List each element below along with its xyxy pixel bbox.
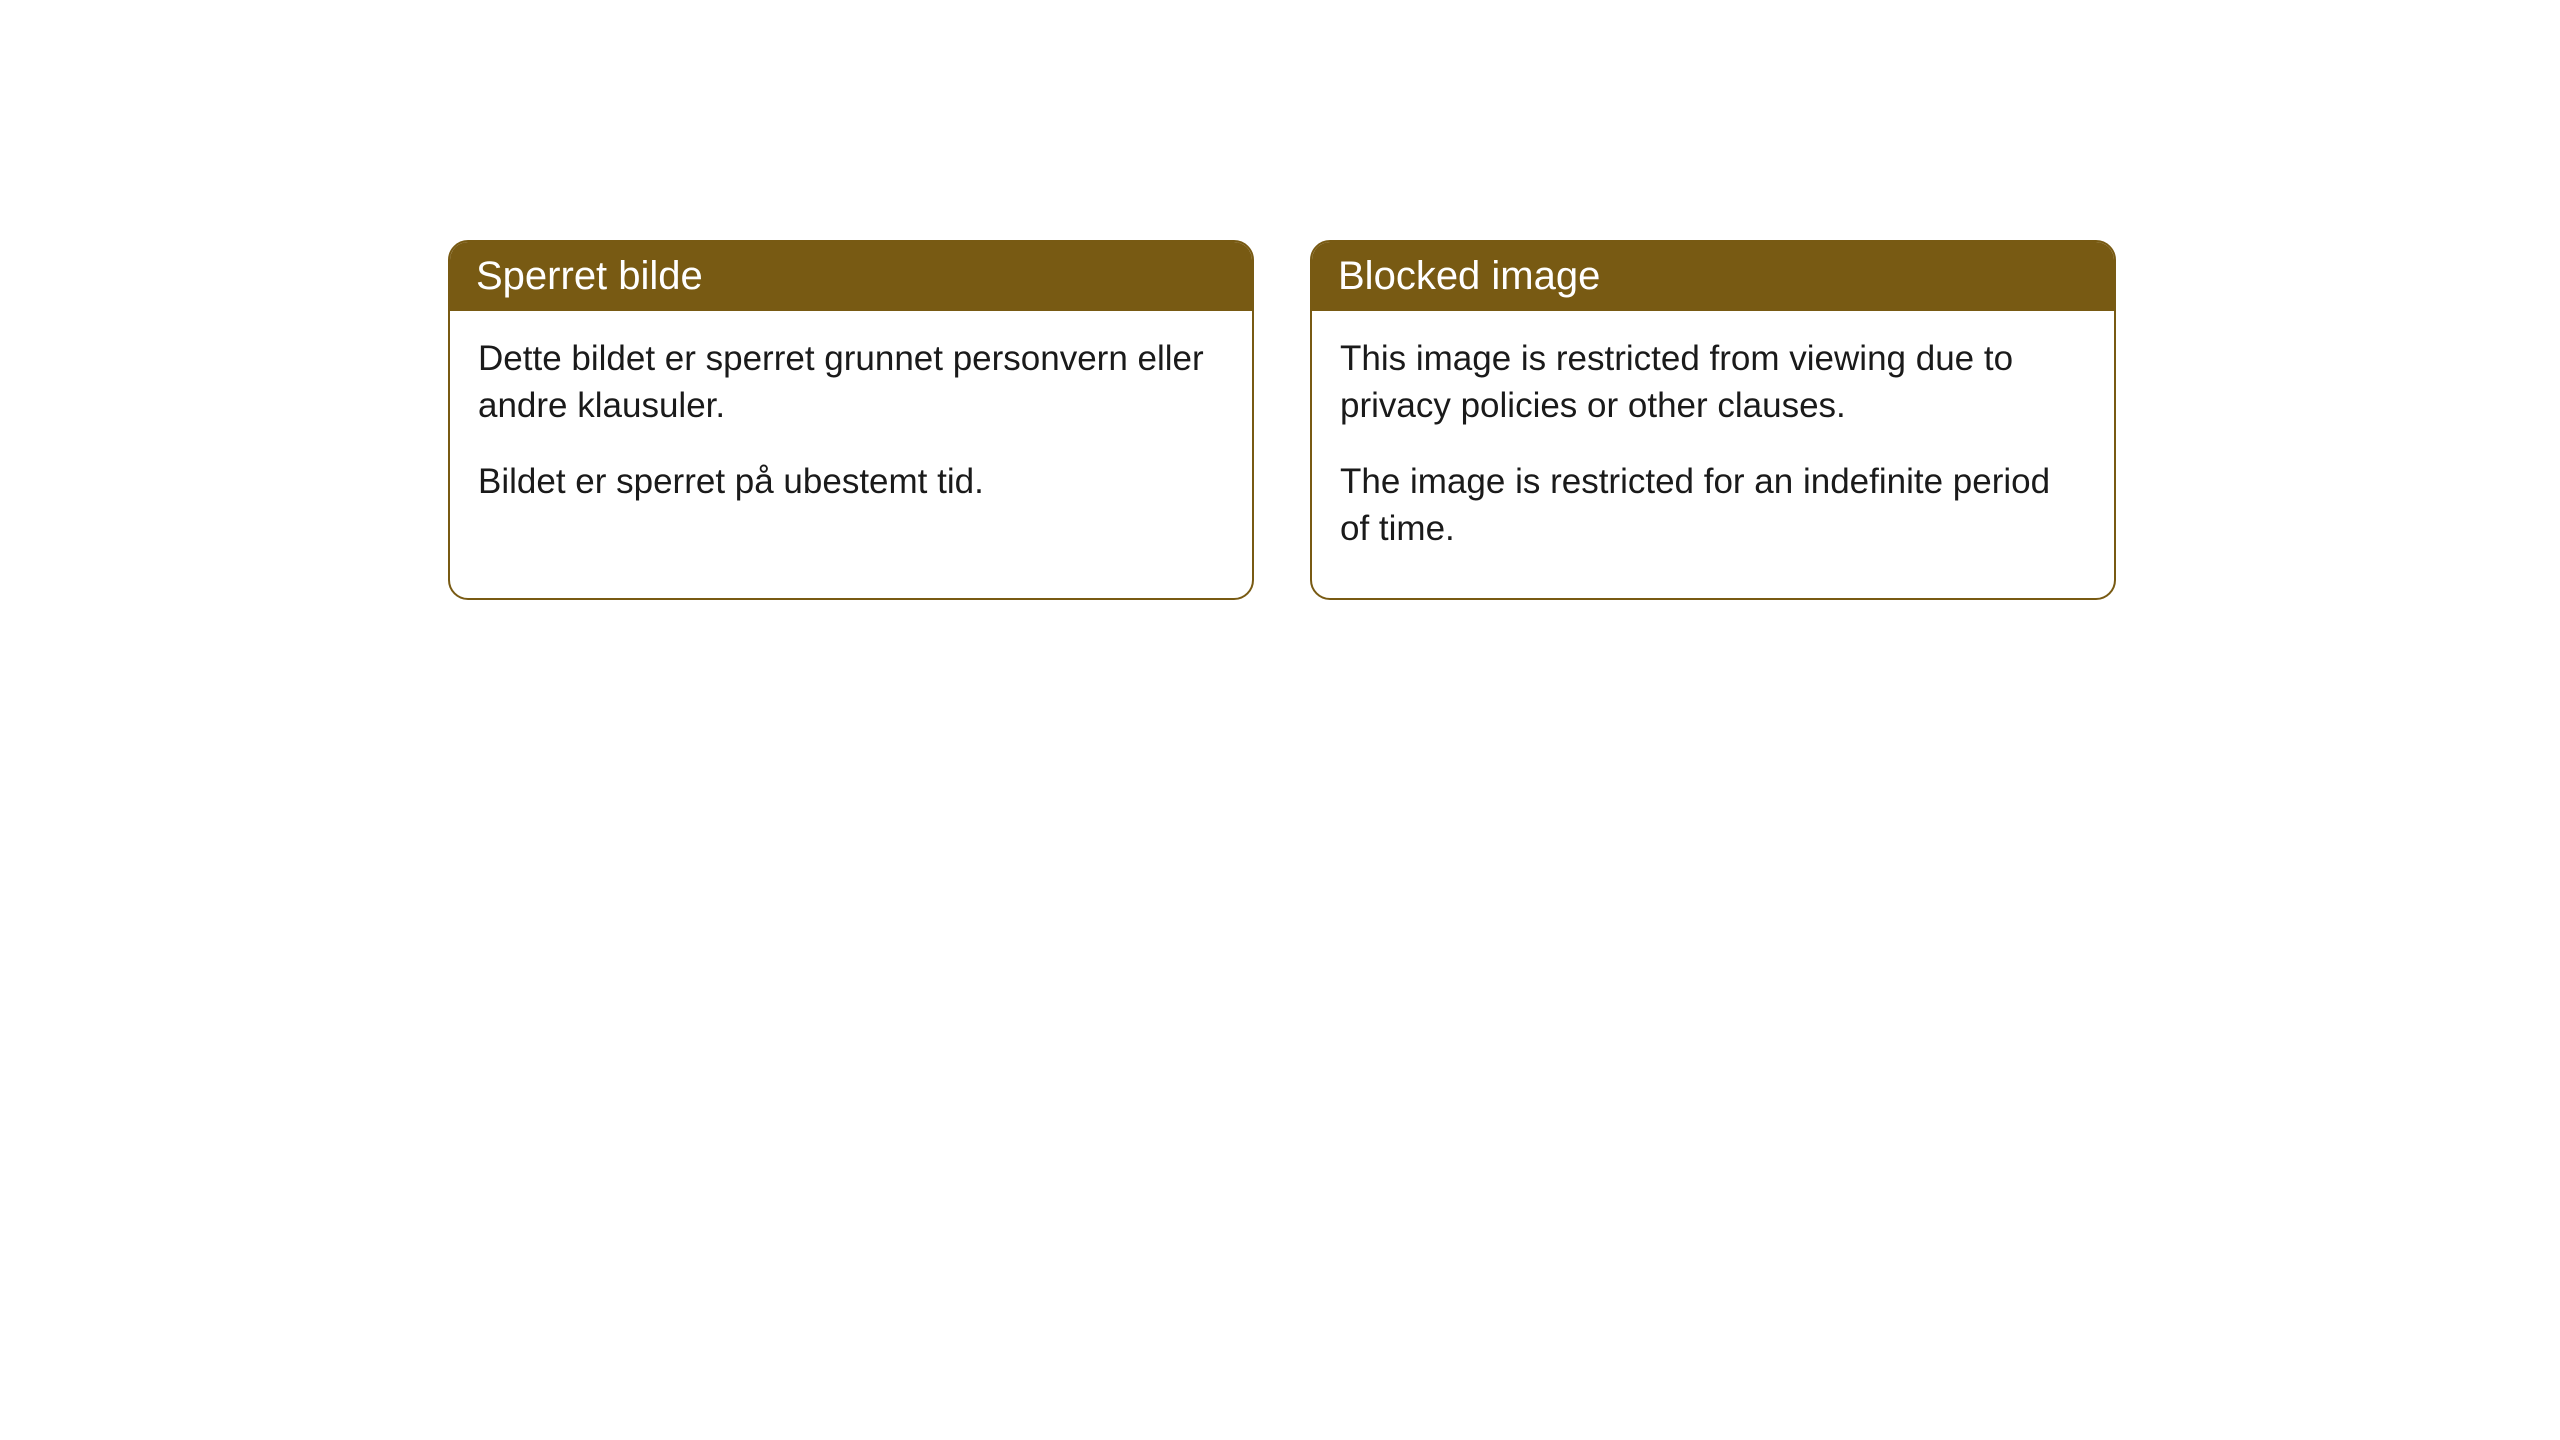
card-body-norwegian: Dette bildet er sperret grunnet personve… <box>450 311 1252 551</box>
card-header-english: Blocked image <box>1312 242 2114 311</box>
blocked-image-card-norwegian: Sperret bilde Dette bildet er sperret gr… <box>448 240 1254 600</box>
card-paragraph: The image is restricted for an indefinit… <box>1340 458 2086 553</box>
card-title: Sperret bilde <box>476 254 703 298</box>
card-paragraph: Dette bildet er sperret grunnet personve… <box>478 335 1224 430</box>
card-body-english: This image is restricted from viewing du… <box>1312 311 2114 598</box>
card-paragraph: This image is restricted from viewing du… <box>1340 335 2086 430</box>
card-header-norwegian: Sperret bilde <box>450 242 1252 311</box>
notice-cards-container: Sperret bilde Dette bildet er sperret gr… <box>448 240 2116 600</box>
card-paragraph: Bildet er sperret på ubestemt tid. <box>478 458 1224 505</box>
card-title: Blocked image <box>1338 254 1600 298</box>
blocked-image-card-english: Blocked image This image is restricted f… <box>1310 240 2116 600</box>
